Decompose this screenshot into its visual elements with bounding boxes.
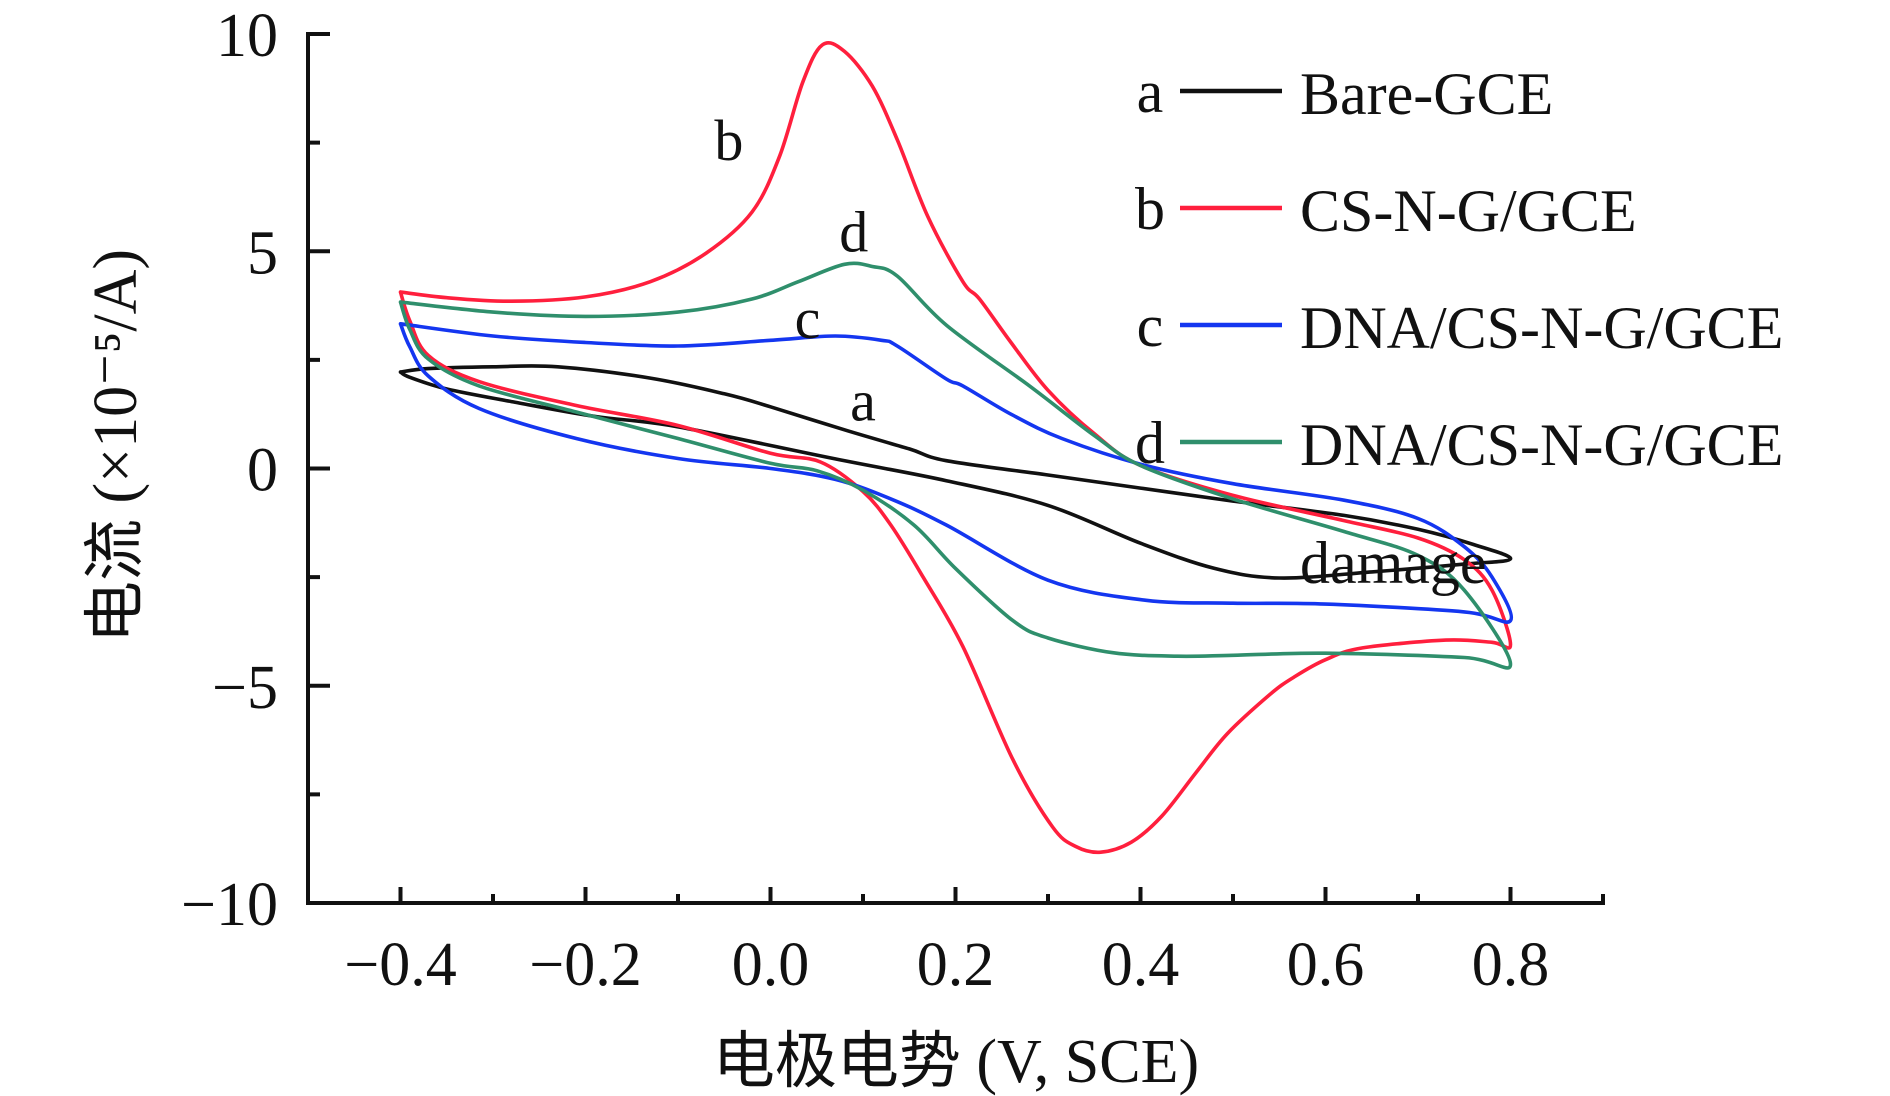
legend-label: CS-N-G/GCE — [1300, 178, 1637, 244]
y-tick-label: −5 — [212, 654, 278, 722]
curve-label-a: a — [850, 369, 876, 434]
legend-key-letter: c — [1137, 293, 1164, 359]
y-ticks: −10 −5 0 5 10 — [181, 2, 330, 939]
legend: a Bare-GCE b CS-N-G/GCE c DNA/CS-N-G/GCE d DNA/… — [1135, 59, 1783, 596]
legend-item-c: c DNA/CS-N-G/GCE — [1137, 293, 1784, 361]
x-tick-label: −0.2 — [529, 931, 641, 999]
axes: −10 −5 0 5 10 −0.4 −0.2 0.0 0.2 0.4 0.6 0.8 — [181, 2, 1605, 999]
y-tick-label: −10 — [181, 871, 278, 939]
x-tick-label: 0.0 — [732, 931, 810, 999]
legend-item-b: b CS-N-G/GCE — [1135, 176, 1637, 244]
curve-label-b: b — [714, 108, 743, 173]
curves-layer — [398, 40, 1514, 855]
legend-label: DNA/CS-N-G/GCE — [1300, 295, 1783, 361]
legend-label-line: DNA/CS-N-G/GCE — [1300, 412, 1783, 478]
x-tick-label: −0.4 — [344, 931, 456, 999]
legend-label-line: damage — [1300, 530, 1487, 596]
x-ticks: −0.4 −0.2 0.0 0.2 0.4 0.6 0.8 — [306, 887, 1605, 999]
curve-label-d: d — [839, 199, 868, 264]
legend-key-letter: d — [1135, 410, 1165, 476]
y-axis-title: 电流 (×10⁻⁵/A) — [82, 249, 150, 643]
y-tick-label: 10 — [216, 2, 278, 70]
curve-labels: a b cd — [714, 108, 876, 434]
series-curve-c — [398, 322, 1514, 624]
y-tick-label: 5 — [247, 219, 278, 287]
curve-label-c: c — [795, 286, 821, 351]
x-tick-label: 0.8 — [1472, 931, 1550, 999]
series-curve-d — [398, 261, 1513, 670]
x-tick-label: 0.6 — [1287, 931, 1365, 999]
legend-key-letter: b — [1135, 176, 1165, 242]
legend-item-a: a Bare-GCE — [1137, 59, 1554, 127]
legend-label: Bare-GCE — [1300, 61, 1553, 127]
legend-item-d: d DNA/CS-N-G/GCE damage — [1135, 410, 1783, 596]
y-tick-label: 0 — [247, 437, 278, 505]
x-tick-label: 0.4 — [1102, 931, 1180, 999]
x-axis-title: 电极电势 (V, SCE) — [713, 1028, 1199, 1096]
legend-key-letter: a — [1137, 59, 1164, 125]
x-tick-label: 0.2 — [917, 931, 995, 999]
